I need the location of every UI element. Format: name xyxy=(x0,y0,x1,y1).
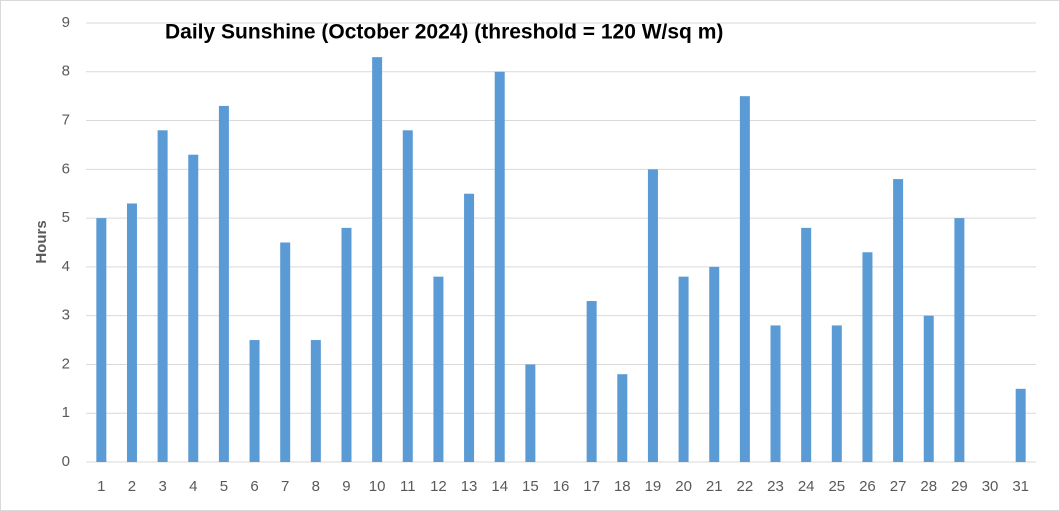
bar xyxy=(678,276,689,462)
y-tick-label: 7 xyxy=(62,112,70,129)
bar xyxy=(525,364,536,462)
bar xyxy=(923,315,934,462)
bar xyxy=(862,252,873,462)
bar xyxy=(310,340,321,462)
x-tick-label: 30 xyxy=(982,478,999,495)
bar xyxy=(831,325,842,462)
x-tick-label: 1 xyxy=(97,478,105,495)
bar xyxy=(770,325,781,462)
x-tick-label: 21 xyxy=(706,478,723,495)
x-tick-label: 14 xyxy=(491,478,508,495)
bar xyxy=(372,57,383,463)
x-tick-label: 25 xyxy=(828,478,845,495)
bar xyxy=(341,227,352,462)
y-tick-label: 8 xyxy=(62,63,70,80)
x-tick-label: 9 xyxy=(342,478,350,495)
x-tick-label: 23 xyxy=(767,478,784,495)
bar xyxy=(464,193,475,462)
bar xyxy=(739,96,750,463)
x-tick-label: 29 xyxy=(951,478,968,495)
bar xyxy=(126,203,137,462)
y-tick-label: 1 xyxy=(62,404,70,421)
y-axis-title: Hours xyxy=(33,220,50,263)
x-tick-label: 2 xyxy=(128,478,136,495)
chart-title: Daily Sunshine (October 2024) (threshold… xyxy=(165,21,723,44)
x-tick-label: 22 xyxy=(737,478,754,495)
bar xyxy=(801,227,812,462)
bar xyxy=(218,105,229,462)
x-tick-label: 12 xyxy=(430,478,447,495)
x-tick-label: 28 xyxy=(920,478,937,495)
bar xyxy=(709,266,720,462)
y-tick-label: 2 xyxy=(62,355,70,372)
x-tick-label: 11 xyxy=(400,478,416,495)
bar xyxy=(96,218,107,462)
y-tick-label: 3 xyxy=(62,307,70,324)
x-tick-label: 13 xyxy=(461,478,478,495)
bar xyxy=(893,179,904,463)
bar xyxy=(433,276,444,462)
y-tick-label: 6 xyxy=(62,160,70,177)
x-tick-label: 7 xyxy=(281,478,289,495)
x-tick-label: 10 xyxy=(369,478,386,495)
x-tick-label: 31 xyxy=(1012,478,1029,495)
x-tick-label: 15 xyxy=(522,478,539,495)
bar xyxy=(586,301,597,462)
x-tick-label: 24 xyxy=(798,478,815,495)
y-tick-label: 9 xyxy=(62,14,70,31)
x-tick-label: 8 xyxy=(312,478,320,495)
x-tick-label: 5 xyxy=(220,478,228,495)
x-tick-label: 20 xyxy=(675,478,692,495)
bar xyxy=(1015,388,1026,462)
bar xyxy=(188,154,199,462)
y-tick-label: 0 xyxy=(62,453,70,470)
bar xyxy=(954,218,965,462)
x-tick-label: 19 xyxy=(645,478,662,495)
bar xyxy=(402,130,413,463)
bar xyxy=(280,242,291,462)
bar xyxy=(647,169,658,463)
bar xyxy=(617,374,628,462)
y-tick-label: 4 xyxy=(62,258,70,275)
x-tick-label: 26 xyxy=(859,478,876,495)
x-tick-label: 4 xyxy=(189,478,197,495)
x-tick-label: 27 xyxy=(890,478,907,495)
bar xyxy=(494,71,505,463)
bar xyxy=(157,130,168,463)
x-tick-label: 17 xyxy=(583,478,600,495)
x-tick-label: 3 xyxy=(158,478,166,495)
x-tick-label: 16 xyxy=(553,478,570,495)
x-tick-label: 18 xyxy=(614,478,631,495)
bar xyxy=(249,340,260,462)
x-tick-label: 6 xyxy=(250,478,258,495)
y-tick-label: 5 xyxy=(62,209,70,226)
